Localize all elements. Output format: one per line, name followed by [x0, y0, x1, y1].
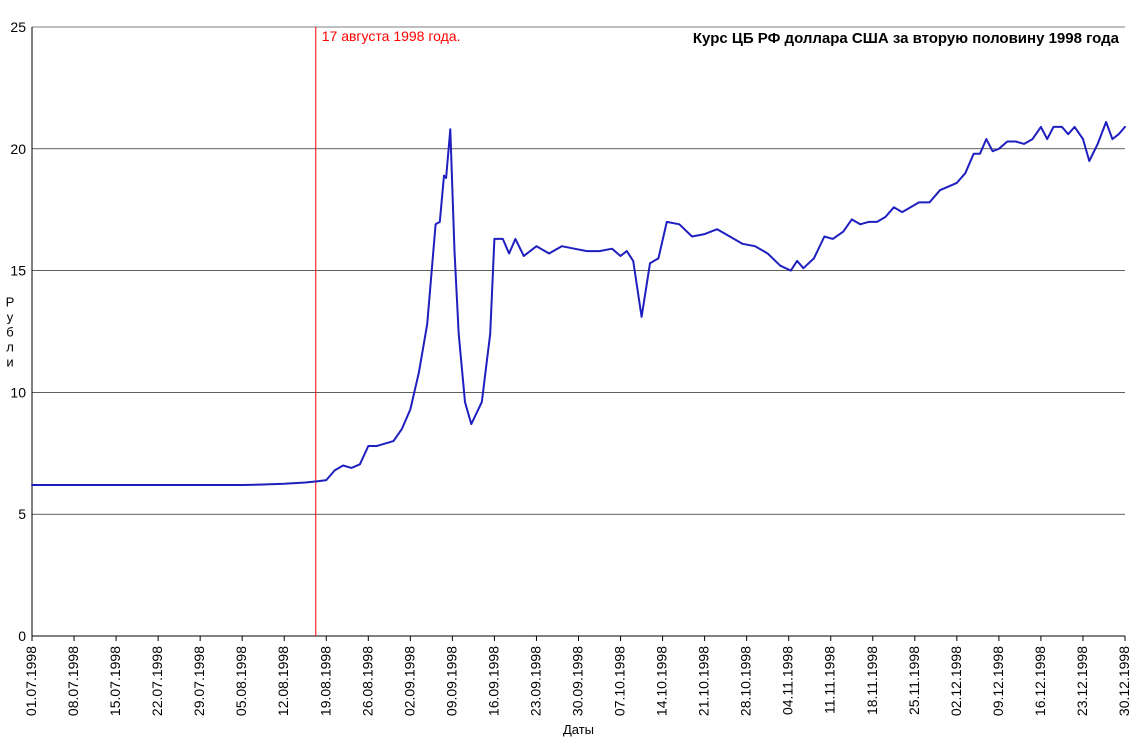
- x-tick-label: 07.10.1998: [612, 646, 628, 716]
- x-tick-label: 09.09.1998: [443, 646, 459, 716]
- x-tick-label: 09.12.1998: [990, 646, 1006, 716]
- annotation-label: 17 августа 1998 года.: [322, 28, 461, 44]
- x-tick-label: 26.08.1998: [359, 646, 375, 716]
- x-tick-label: 16.12.1998: [1032, 646, 1048, 716]
- x-tick-label: 30.12.1998: [1116, 646, 1132, 716]
- y-axis-title-char: б: [6, 325, 13, 340]
- x-tick-label: 05.08.1998: [233, 646, 249, 716]
- x-tick-label: 23.12.1998: [1074, 646, 1090, 716]
- x-tick-label: 14.10.1998: [654, 646, 670, 716]
- x-tick-label: 01.07.1998: [23, 646, 39, 716]
- x-tick-label: 02.12.1998: [948, 646, 964, 716]
- x-tick-label: 29.07.1998: [191, 646, 207, 716]
- y-tick-label: 20: [10, 141, 26, 157]
- x-tick-label: 11.11.1998: [822, 646, 838, 714]
- x-tick-label: 16.09.1998: [485, 646, 501, 716]
- x-tick-label: 19.08.1998: [317, 646, 333, 716]
- x-tick-label: 15.07.1998: [107, 646, 123, 716]
- x-tick-label: 30.09.1998: [570, 646, 586, 716]
- y-tick-label: 15: [10, 263, 26, 279]
- y-tick-label: 10: [10, 384, 26, 400]
- y-tick-label: 25: [10, 19, 26, 35]
- x-tick-label: 04.11.1998: [780, 646, 796, 715]
- x-tick-label: 23.09.1998: [527, 646, 543, 716]
- x-tick-label: 12.08.1998: [275, 646, 291, 716]
- chart-container: 0 5 10 15 20 25 01.07.1998 08.07.1998 15.07.1998…: [0, 0, 1134, 740]
- x-tick-label: 02.09.1998: [401, 646, 417, 716]
- x-tick-label: 08.07.1998: [65, 646, 81, 716]
- x-tick-label: 18.11.1998: [864, 646, 880, 715]
- x-tick-label: 22.07.1998: [149, 646, 165, 716]
- x-tick-label: 25.11.1998: [906, 646, 922, 715]
- y-axis-title-char: у: [7, 310, 14, 325]
- y-tick-label: 5: [18, 506, 26, 522]
- y-axis-title-char: л: [6, 340, 14, 355]
- x-tick-label: 21.10.1998: [696, 646, 712, 716]
- y-axis-title-char: и: [6, 355, 13, 370]
- line-chart: 0 5 10 15 20 25 01.07.1998 08.07.1998 15.07.1998…: [0, 0, 1134, 740]
- x-tick-label: 28.10.1998: [738, 646, 754, 716]
- y-tick-label: 0: [18, 628, 26, 644]
- chart-title: Курс ЦБ РФ доллара США за вторую половин…: [693, 30, 1120, 47]
- x-axis-title: Даты: [563, 722, 594, 737]
- y-axis-title-char: Р: [6, 295, 15, 310]
